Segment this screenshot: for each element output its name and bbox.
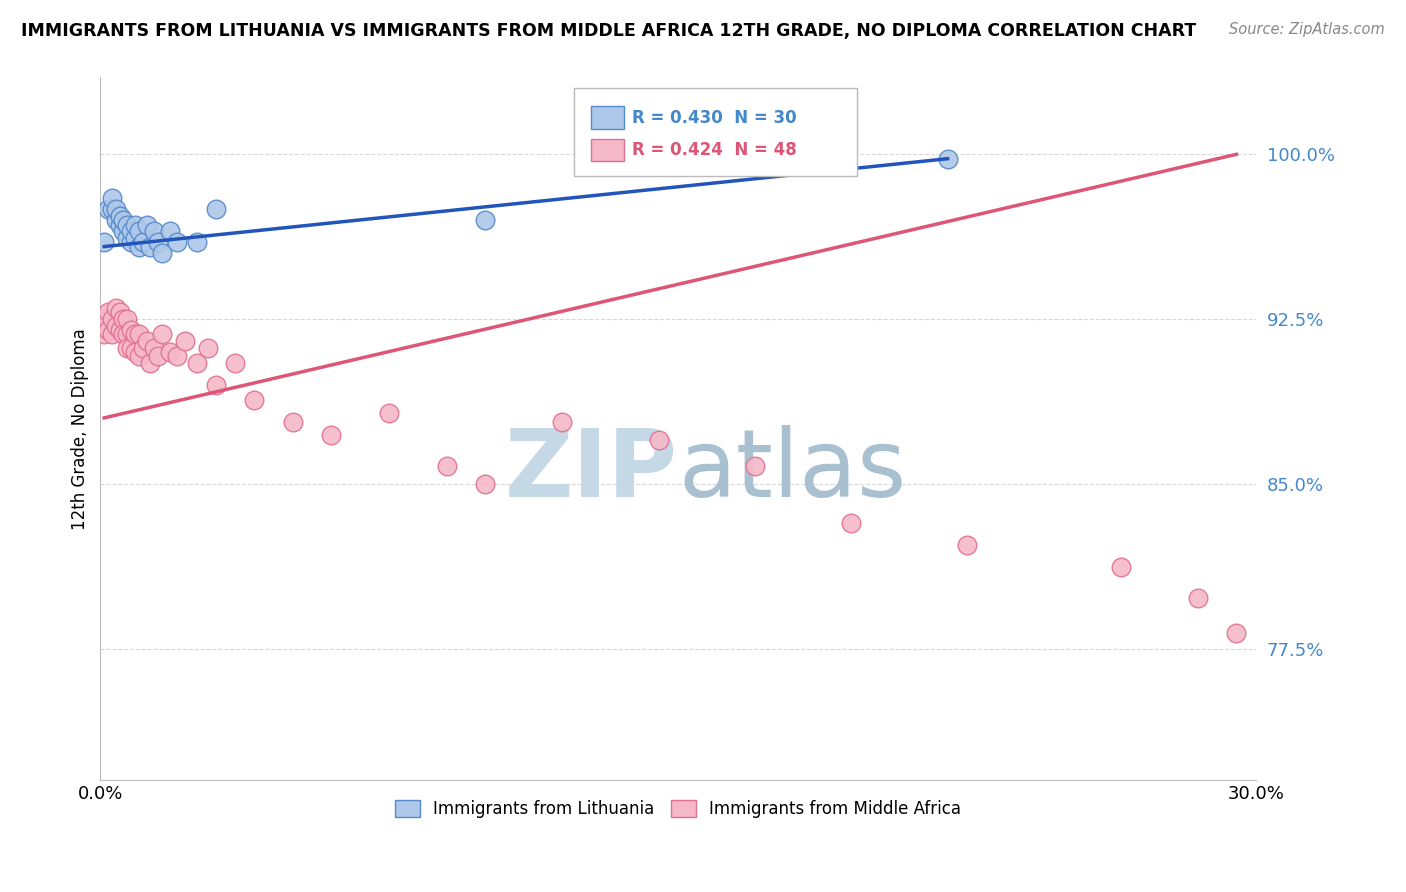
- Point: [117, 231, 139, 245]
- Point: [166, 235, 188, 249]
- Point: [197, 341, 219, 355]
- Point: [101, 312, 124, 326]
- Point: [281, 415, 304, 429]
- Point: [143, 224, 166, 238]
- Point: [124, 327, 146, 342]
- Point: [474, 476, 496, 491]
- Point: [1187, 591, 1209, 605]
- Point: [1109, 560, 1132, 574]
- Point: [104, 213, 127, 227]
- Point: [108, 323, 131, 337]
- Point: [139, 356, 162, 370]
- Point: [205, 378, 228, 392]
- Point: [135, 334, 157, 348]
- Point: [139, 239, 162, 253]
- Point: [648, 433, 671, 447]
- Point: [146, 350, 169, 364]
- Point: [143, 341, 166, 355]
- Point: [112, 213, 135, 227]
- Point: [124, 218, 146, 232]
- Point: [224, 356, 246, 370]
- Point: [839, 516, 862, 531]
- Text: atlas: atlas: [678, 425, 907, 517]
- Point: [97, 305, 120, 319]
- Point: [108, 218, 131, 232]
- Point: [120, 323, 142, 337]
- Point: [104, 301, 127, 315]
- Point: [243, 393, 266, 408]
- Point: [159, 345, 181, 359]
- Point: [104, 318, 127, 333]
- Point: [551, 415, 574, 429]
- Point: [128, 239, 150, 253]
- Point: [474, 213, 496, 227]
- Point: [124, 231, 146, 245]
- Point: [174, 334, 197, 348]
- Point: [93, 327, 115, 342]
- Point: [108, 305, 131, 319]
- Point: [108, 209, 131, 223]
- Point: [135, 218, 157, 232]
- Point: [128, 327, 150, 342]
- Point: [956, 538, 979, 552]
- Point: [378, 407, 401, 421]
- Point: [150, 327, 173, 342]
- Point: [117, 218, 139, 232]
- Text: R = 0.430  N = 30: R = 0.430 N = 30: [631, 109, 796, 127]
- Point: [186, 356, 208, 370]
- Point: [120, 235, 142, 249]
- Point: [104, 202, 127, 217]
- Point: [159, 224, 181, 238]
- Point: [93, 235, 115, 249]
- Point: [112, 224, 135, 238]
- Point: [205, 202, 228, 217]
- Point: [117, 341, 139, 355]
- Text: ZIP: ZIP: [505, 425, 678, 517]
- Point: [124, 345, 146, 359]
- Point: [101, 191, 124, 205]
- Point: [120, 224, 142, 238]
- Point: [132, 235, 155, 249]
- Bar: [592, 138, 624, 161]
- Point: [150, 246, 173, 260]
- Point: [128, 350, 150, 364]
- Text: IMMIGRANTS FROM LITHUANIA VS IMMIGRANTS FROM MIDDLE AFRICA 12TH GRADE, NO DIPLOM: IMMIGRANTS FROM LITHUANIA VS IMMIGRANTS …: [21, 22, 1197, 40]
- Point: [97, 323, 120, 337]
- Y-axis label: 12th Grade, No Diploma: 12th Grade, No Diploma: [72, 328, 89, 530]
- Text: R = 0.424  N = 48: R = 0.424 N = 48: [631, 141, 797, 159]
- Point: [97, 202, 120, 217]
- Point: [166, 350, 188, 364]
- Point: [321, 428, 343, 442]
- Point: [101, 202, 124, 217]
- Point: [146, 235, 169, 249]
- Point: [436, 459, 458, 474]
- Text: Source: ZipAtlas.com: Source: ZipAtlas.com: [1229, 22, 1385, 37]
- Point: [936, 152, 959, 166]
- Point: [117, 312, 139, 326]
- Point: [744, 459, 766, 474]
- Point: [132, 341, 155, 355]
- Point: [112, 327, 135, 342]
- Bar: [592, 106, 624, 128]
- Point: [1225, 626, 1247, 640]
- Point: [128, 224, 150, 238]
- FancyBboxPatch shape: [574, 88, 858, 176]
- Legend: Immigrants from Lithuania, Immigrants from Middle Africa: Immigrants from Lithuania, Immigrants fr…: [388, 793, 967, 825]
- Point: [120, 341, 142, 355]
- Point: [186, 235, 208, 249]
- Point: [117, 327, 139, 342]
- Point: [112, 312, 135, 326]
- Point: [93, 312, 115, 326]
- Point: [101, 327, 124, 342]
